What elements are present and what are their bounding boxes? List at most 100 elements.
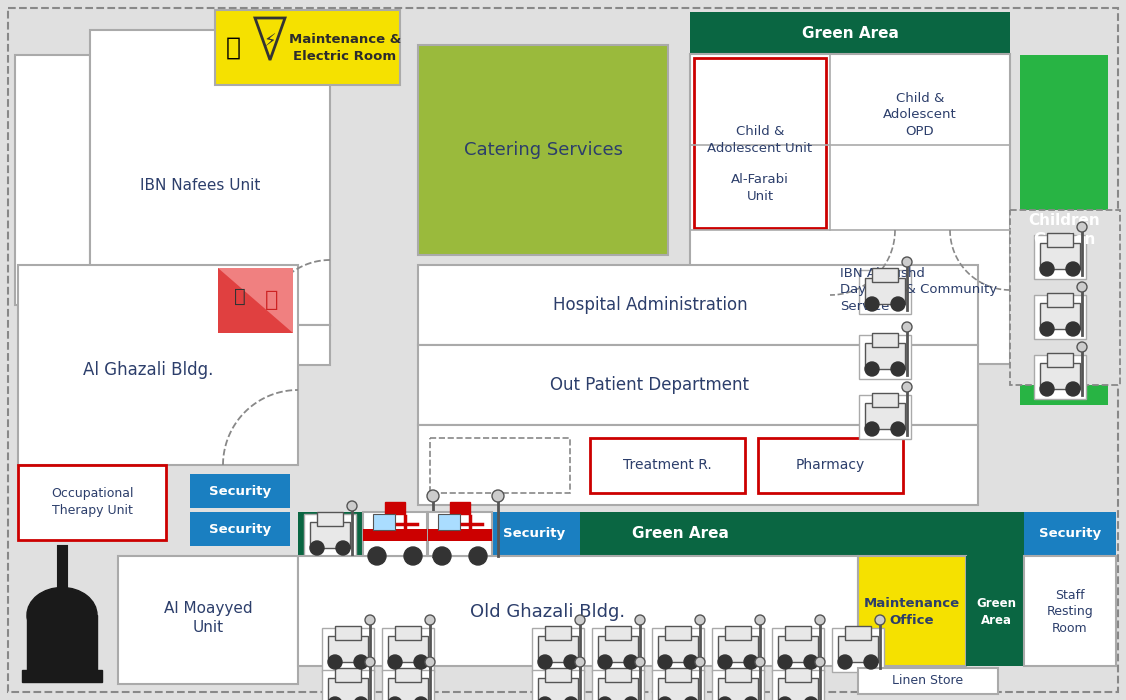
Bar <box>428 529 492 541</box>
Bar <box>652 628 704 672</box>
Bar <box>328 678 368 700</box>
Ellipse shape <box>27 587 97 643</box>
Circle shape <box>388 655 402 669</box>
Circle shape <box>756 615 765 625</box>
Text: Green
Area: Green Area <box>976 597 1016 626</box>
Bar <box>90 325 330 365</box>
Bar <box>690 54 1010 364</box>
Circle shape <box>864 655 878 669</box>
Bar <box>758 438 903 493</box>
Circle shape <box>1040 322 1054 336</box>
Bar <box>215 10 400 85</box>
Bar <box>538 636 578 662</box>
Text: Security: Security <box>503 528 565 540</box>
Circle shape <box>815 615 825 625</box>
Bar <box>418 45 668 255</box>
Bar <box>418 425 978 505</box>
Text: Green Area: Green Area <box>632 526 729 542</box>
Circle shape <box>744 697 758 700</box>
Text: Pharmacy: Pharmacy <box>795 458 865 472</box>
Bar <box>1034 295 1085 339</box>
Circle shape <box>658 697 672 700</box>
Bar <box>1047 293 1073 307</box>
Circle shape <box>683 697 698 700</box>
Circle shape <box>1076 282 1087 292</box>
Circle shape <box>1066 382 1080 396</box>
Text: Catering Services: Catering Services <box>464 141 623 159</box>
Bar <box>531 670 584 700</box>
Circle shape <box>368 547 386 565</box>
Bar <box>1010 210 1120 385</box>
Circle shape <box>1040 382 1054 396</box>
Bar <box>1040 243 1080 269</box>
Bar <box>772 628 824 672</box>
Text: Maintenance &
Electric Room: Maintenance & Electric Room <box>289 33 401 63</box>
Circle shape <box>354 655 368 669</box>
Bar <box>865 343 905 369</box>
Bar <box>665 626 691 640</box>
Bar <box>858 556 966 666</box>
Circle shape <box>1076 342 1087 352</box>
Bar <box>718 636 758 662</box>
Bar <box>418 265 978 345</box>
Bar <box>718 678 758 700</box>
Bar <box>592 628 644 672</box>
Bar <box>322 670 374 700</box>
Circle shape <box>744 655 758 669</box>
Text: Staff
Resting
Room: Staff Resting Room <box>1047 589 1093 635</box>
Bar <box>18 265 298 465</box>
Circle shape <box>328 697 342 700</box>
Circle shape <box>564 655 578 669</box>
Bar <box>23 670 102 682</box>
Bar <box>1040 303 1080 329</box>
Bar <box>859 335 911 379</box>
Text: Green Area: Green Area <box>802 25 899 41</box>
Polygon shape <box>254 18 285 60</box>
Circle shape <box>388 697 402 700</box>
Text: Out Patient Department: Out Patient Department <box>551 376 750 394</box>
Bar <box>966 556 1026 666</box>
Bar <box>605 626 631 640</box>
Circle shape <box>492 490 504 502</box>
Circle shape <box>1066 262 1080 276</box>
Circle shape <box>718 697 732 700</box>
Bar <box>658 678 698 700</box>
Bar <box>488 512 580 556</box>
Bar <box>15 55 90 305</box>
Circle shape <box>778 697 792 700</box>
Circle shape <box>695 657 705 667</box>
Circle shape <box>875 615 885 625</box>
Bar <box>298 556 858 666</box>
Text: Al-Farabi
Unit: Al-Farabi Unit <box>731 174 789 203</box>
Circle shape <box>683 655 698 669</box>
Circle shape <box>902 322 912 332</box>
Bar <box>859 395 911 439</box>
Bar <box>438 514 461 530</box>
Circle shape <box>414 655 428 669</box>
Bar <box>598 678 638 700</box>
Circle shape <box>1066 322 1080 336</box>
Text: 🍴: 🍴 <box>234 286 245 305</box>
Bar <box>190 512 291 546</box>
Bar <box>690 12 1010 54</box>
Bar <box>382 670 434 700</box>
Bar <box>872 268 899 282</box>
Text: Security: Security <box>1039 528 1101 540</box>
Bar <box>1034 355 1085 399</box>
Bar <box>590 438 745 493</box>
Text: IBN Nafees Unit: IBN Nafees Unit <box>140 178 260 193</box>
Bar <box>318 512 343 526</box>
Circle shape <box>538 697 552 700</box>
Circle shape <box>564 697 578 700</box>
Text: ⚡: ⚡ <box>263 33 276 51</box>
Bar <box>545 668 571 682</box>
Bar <box>872 333 899 347</box>
Bar <box>772 670 824 700</box>
Bar <box>18 465 166 540</box>
Bar <box>665 668 691 682</box>
Bar <box>373 514 395 530</box>
Bar <box>605 668 631 682</box>
Bar <box>725 626 751 640</box>
Bar <box>336 626 361 640</box>
Bar <box>418 345 978 425</box>
